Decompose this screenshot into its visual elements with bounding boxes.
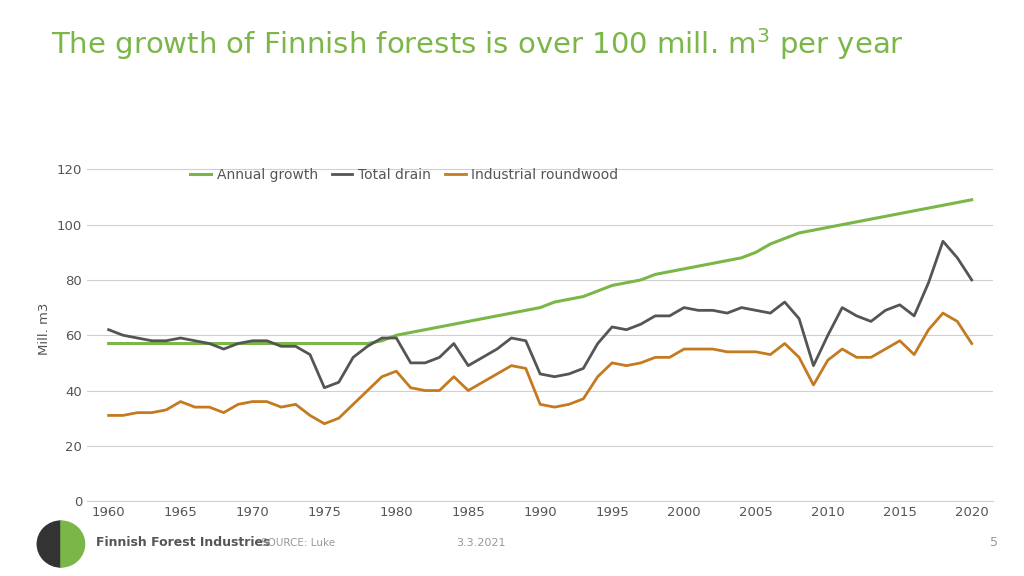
Y-axis label: Mill. m3: Mill. m3 bbox=[38, 302, 51, 354]
Text: SOURCE: Luke: SOURCE: Luke bbox=[261, 537, 335, 548]
Text: The growth of Finnish forests is over 100 mill. m$^{3}$ per year: The growth of Finnish forests is over 10… bbox=[51, 26, 904, 62]
Wedge shape bbox=[37, 521, 61, 567]
Wedge shape bbox=[61, 521, 85, 567]
Text: 3.3.2021: 3.3.2021 bbox=[457, 537, 506, 548]
Text: Finnish Forest Industries: Finnish Forest Industries bbox=[96, 536, 270, 549]
Text: 5: 5 bbox=[990, 536, 998, 549]
Legend: Annual growth, Total drain, Industrial roundwood: Annual growth, Total drain, Industrial r… bbox=[184, 162, 624, 188]
